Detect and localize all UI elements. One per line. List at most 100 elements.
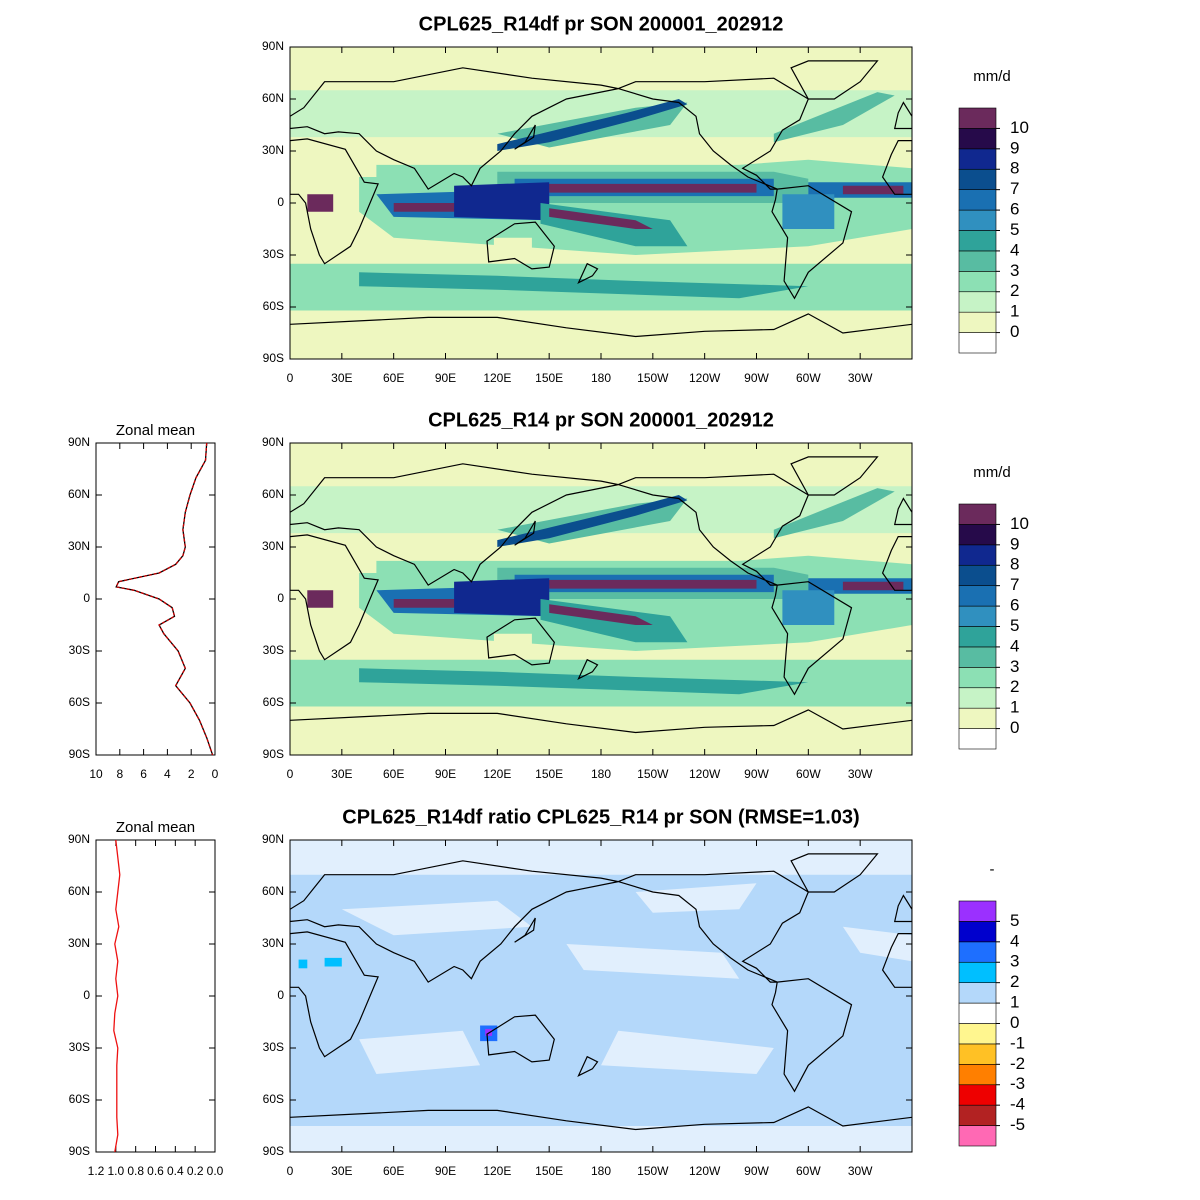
y-tick-label: 30S — [263, 247, 284, 261]
colorbar-box — [958, 687, 997, 709]
colorbar-label: 1 — [1010, 993, 1019, 1012]
y-tick-label: 30N — [262, 539, 284, 553]
coastline — [290, 1106, 912, 1131]
y-tick-label: 60N — [262, 884, 284, 898]
coastline — [893, 497, 912, 526]
x-tick-label: 90W — [744, 371, 769, 385]
x-tick-label: 2 — [188, 767, 195, 781]
colorbar-box — [958, 107, 997, 129]
x-tick-label: 0.8 — [127, 1164, 144, 1178]
x-tick-label: 0.0 — [207, 1164, 224, 1178]
field-patch — [393, 203, 463, 212]
colorbar-box — [958, 1064, 997, 1086]
x-tick-label: 120W — [689, 767, 721, 781]
x-tick-label: 0.2 — [187, 1164, 204, 1178]
x-tick-label: 0 — [287, 767, 294, 781]
y-tick-label: 30S — [263, 643, 284, 657]
colorbar-box — [958, 900, 997, 922]
colorbar-box — [958, 230, 997, 252]
coastline — [771, 185, 853, 300]
coastline — [881, 140, 912, 195]
x-tick-label: 0 — [287, 371, 294, 385]
y-tick-label: 60N — [262, 487, 284, 501]
y-tick-label: 90S — [69, 1144, 90, 1158]
field-patch — [497, 99, 688, 151]
x-tick-label: 0.6 — [147, 1164, 164, 1178]
field-patch — [290, 840, 912, 875]
field-patch — [842, 926, 912, 962]
field-patch — [549, 604, 653, 625]
field-patch — [290, 1126, 912, 1152]
x-tick-label: 0.4 — [167, 1164, 184, 1178]
x-tick-label: 150E — [535, 1164, 563, 1178]
x-tick-label: 6 — [140, 767, 147, 781]
field-patch — [493, 237, 532, 259]
field-patch — [635, 883, 757, 913]
colorbar-label: 2 — [1010, 677, 1019, 696]
field-patch — [773, 92, 895, 143]
field-patch — [782, 194, 835, 229]
y-tick-label: 60N — [68, 487, 90, 501]
x-tick-label: 120W — [689, 1164, 721, 1178]
coastline — [577, 658, 599, 680]
field-patch — [359, 1030, 481, 1074]
colorbar-box — [958, 646, 997, 668]
map-title: CPL625_R14 pr SON 200001_202912 — [428, 409, 774, 431]
field-patch — [341, 900, 532, 936]
field-patch — [601, 1030, 774, 1074]
colorbar-title: - — [990, 861, 995, 878]
x-tick-label: 60E — [383, 1164, 404, 1178]
y-tick-label: 60N — [262, 91, 284, 105]
colorbar-label: -2 — [1010, 1054, 1025, 1073]
x-tick-label: 120W — [689, 371, 721, 385]
y-tick-label: 0 — [277, 591, 284, 605]
map-title: CPL625_R14df ratio CPL625_R14 pr SON (RM… — [342, 806, 859, 828]
field-patch — [842, 185, 904, 195]
y-tick-label: 0 — [83, 988, 90, 1002]
field-patch — [307, 194, 334, 212]
x-tick-label: 60W — [796, 767, 821, 781]
colorbar-label: 0 — [1010, 1013, 1019, 1032]
y-tick-label: 60N — [68, 884, 90, 898]
map-field — [290, 840, 912, 1152]
field-patch — [454, 182, 550, 221]
field-patch — [497, 495, 688, 547]
colorbar-box — [958, 1104, 997, 1126]
y-tick-label: 90S — [263, 747, 284, 761]
colorbar-box — [958, 332, 997, 354]
field-patch — [307, 543, 377, 573]
colorbar-box — [958, 250, 997, 272]
field-patch — [290, 90, 912, 138]
field-patch — [393, 599, 463, 608]
colorbar-box — [958, 667, 997, 689]
field-patch — [324, 957, 342, 967]
colorbar-label: 5 — [1010, 911, 1019, 930]
colorbar-box — [958, 707, 997, 729]
y-tick-label: 30N — [262, 143, 284, 157]
field-background — [290, 840, 912, 1152]
x-tick-label: 180 — [591, 1164, 611, 1178]
colorbar-label: 3 — [1010, 657, 1019, 676]
colorbar-label: -5 — [1010, 1115, 1025, 1134]
x-tick-label: 90E — [435, 1164, 456, 1178]
map-title: CPL625_R14df pr SON 200001_202912 — [419, 13, 784, 35]
colorbar-label: 10 — [1010, 514, 1029, 533]
x-tick-label: 90E — [435, 767, 456, 781]
coastline — [790, 60, 879, 100]
coastline — [514, 917, 536, 943]
colorbar-box — [958, 1125, 997, 1147]
x-tick-label: 8 — [116, 767, 123, 781]
colorbar-box — [958, 585, 997, 607]
y-tick-label: 0 — [277, 195, 284, 209]
colorbar-box — [958, 544, 997, 566]
coastline — [514, 124, 536, 150]
map-field — [290, 443, 912, 755]
colorbar-box — [958, 564, 997, 586]
coastline — [290, 313, 912, 338]
field-patch — [359, 668, 809, 695]
zonal-line — [113, 839, 121, 1153]
x-tick-label: 90E — [435, 371, 456, 385]
y-tick-label: 90N — [262, 435, 284, 449]
coastline — [514, 520, 536, 546]
y-tick-label: 60S — [69, 1092, 90, 1106]
